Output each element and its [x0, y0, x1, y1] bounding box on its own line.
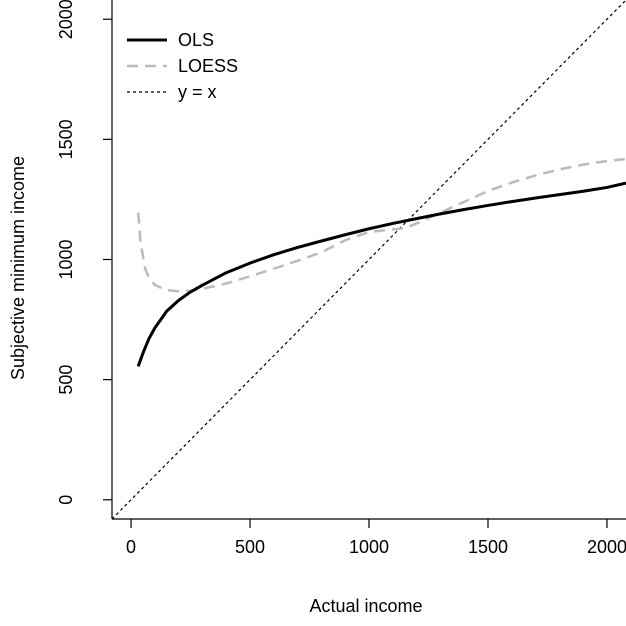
y-tick-label: 1000 — [56, 239, 76, 279]
series-line-ols — [136, 181, 626, 367]
x-tick-label: 500 — [235, 537, 265, 557]
y-axis-title: Subjective minimum income — [8, 156, 28, 380]
legend-label-loess: LOESS — [178, 56, 238, 76]
y-tick-label: 0 — [56, 495, 76, 505]
y-tick-label: 1500 — [56, 119, 76, 159]
x-tick-label: 2000 — [587, 537, 626, 557]
y-tick-label: 2000 — [56, 0, 76, 39]
series-line-loess — [136, 157, 626, 293]
legend-label-y-x: y = x — [178, 82, 217, 102]
axes-layer: 0 500 1000 1500 2000 0 500 1000 1500 2000 — [56, 0, 626, 557]
x-tick-label: 0 — [126, 537, 136, 557]
x-axis-title: Actual income — [309, 596, 422, 616]
x-tick-label: 1000 — [349, 537, 389, 557]
series-line-y-x — [112, 0, 626, 519]
legend: OLS LOESS y = x — [127, 30, 238, 102]
legend-label-ols: OLS — [178, 30, 214, 50]
x-tick-label: 1500 — [468, 537, 508, 557]
series-layer — [112, 0, 626, 519]
y-tick-label: 500 — [56, 365, 76, 395]
